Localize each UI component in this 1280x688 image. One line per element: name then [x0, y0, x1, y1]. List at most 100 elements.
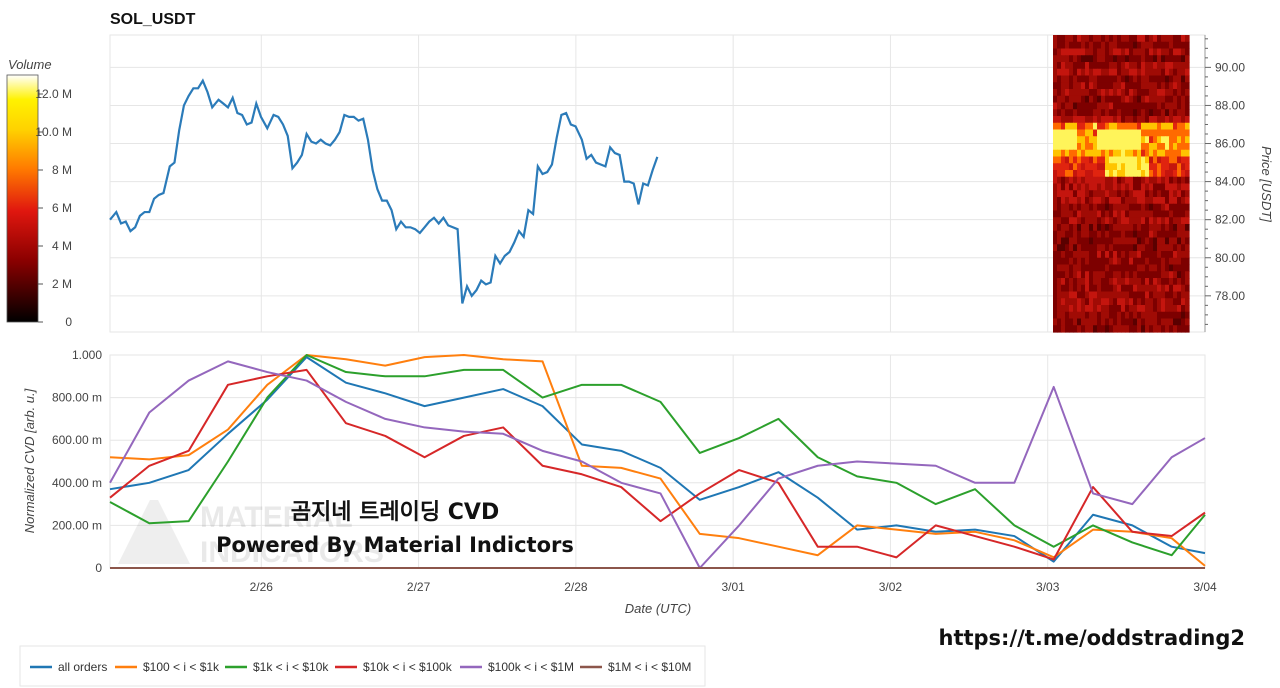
heatmap-cell — [1137, 305, 1142, 313]
heatmap-cell — [1129, 318, 1134, 326]
heatmap-cell — [1073, 136, 1078, 144]
heatmap-cell — [1185, 116, 1190, 124]
heatmap-cell — [1057, 325, 1062, 333]
heatmap-cell — [1077, 298, 1082, 306]
heatmap-cell — [1125, 143, 1130, 151]
legend-item-label[interactable]: $1M < i < $10M — [608, 660, 691, 674]
heatmap-cell — [1069, 190, 1074, 198]
heatmap-cell — [1117, 278, 1122, 286]
heatmap-cell — [1129, 136, 1134, 144]
heatmap-cell — [1161, 298, 1166, 306]
heatmap-cell — [1105, 55, 1110, 63]
heatmap-cell — [1149, 156, 1154, 164]
heatmap-cell — [1109, 298, 1114, 306]
heatmap-cell — [1165, 224, 1170, 232]
heatmap-cell — [1057, 217, 1062, 225]
heatmap-cell — [1173, 95, 1178, 104]
heatmap-cell — [1089, 224, 1094, 232]
heatmap-cell — [1057, 48, 1062, 56]
legend-item-label[interactable]: $100k < i < $1M — [488, 660, 574, 674]
heatmap-cell — [1101, 176, 1106, 185]
heatmap-cell — [1069, 122, 1074, 131]
heatmap-cell — [1069, 305, 1074, 313]
heatmap-cell — [1141, 62, 1146, 70]
heatmap-cell — [1097, 278, 1102, 286]
price-tick-label: 80.00 — [1215, 251, 1245, 265]
heatmap-cell — [1129, 271, 1134, 279]
heatmap-cell — [1149, 257, 1154, 266]
heatmap-cell — [1073, 183, 1078, 191]
heatmap-cell — [1097, 237, 1102, 245]
heatmap-cell — [1097, 298, 1102, 306]
heatmap-cell — [1173, 149, 1178, 158]
heatmap-cell — [1177, 89, 1182, 97]
heatmap-cell — [1129, 143, 1134, 151]
heatmap-cell — [1097, 230, 1102, 239]
heatmap-cell — [1101, 237, 1106, 245]
heatmap-cell — [1141, 230, 1146, 239]
heatmap-cell — [1157, 95, 1162, 104]
heatmap-cell — [1173, 176, 1178, 185]
heatmap-cell — [1133, 311, 1138, 320]
heatmap-cell — [1073, 149, 1078, 158]
heatmap-cell — [1097, 149, 1102, 158]
telegram-link[interactable]: https://t.me/oddstrading2 — [939, 626, 1246, 650]
heatmap-cell — [1089, 284, 1094, 293]
heatmap-cell — [1157, 271, 1162, 279]
heatmap-cell — [1057, 190, 1062, 198]
heatmap-cell — [1121, 176, 1126, 185]
heatmap-cell — [1177, 190, 1182, 198]
legend-item-label[interactable]: $100 < i < $1k — [143, 660, 220, 674]
heatmap-cell — [1105, 271, 1110, 279]
heatmap-cell — [1097, 318, 1102, 326]
heatmap-cell — [1065, 89, 1070, 97]
heatmap-cell — [1097, 35, 1102, 43]
legend-item-label[interactable]: $10k < i < $100k — [363, 660, 453, 674]
heatmap-cell — [1129, 75, 1134, 83]
heatmap-cell — [1141, 156, 1146, 164]
heatmap-cell — [1133, 156, 1138, 164]
heatmap-cell — [1141, 102, 1146, 110]
heatmap-cell — [1053, 62, 1058, 70]
heatmap-cell — [1153, 264, 1158, 272]
heatmap-cell — [1077, 41, 1082, 50]
heatmap-cell — [1105, 291, 1110, 299]
cvd-tick-label: 1.000 — [72, 348, 102, 362]
legend-item-label[interactable]: $1k < i < $10k — [253, 660, 329, 674]
heatmap-cell — [1121, 271, 1126, 279]
heatmap-cell — [1105, 217, 1110, 225]
heatmap-cell — [1121, 122, 1126, 131]
heatmap-cell — [1061, 244, 1066, 252]
heatmap-cell — [1077, 75, 1082, 83]
heatmap-cell — [1177, 298, 1182, 306]
heatmap-cell — [1073, 176, 1078, 185]
heatmap-cell — [1097, 251, 1102, 259]
heatmap-cell — [1137, 35, 1142, 43]
heatmap-cell — [1113, 55, 1118, 63]
heatmap-cell — [1129, 311, 1134, 320]
heatmap-cell — [1065, 143, 1070, 151]
heatmap-cell — [1085, 257, 1090, 266]
heatmap-cell — [1109, 102, 1114, 110]
heatmap-cell — [1097, 55, 1102, 63]
heatmap-cell — [1093, 244, 1098, 252]
heatmap-cell — [1089, 210, 1094, 218]
heatmap-cell — [1157, 190, 1162, 198]
heatmap-cell — [1101, 251, 1106, 259]
heatmap-cell — [1061, 318, 1066, 326]
heatmap-cell — [1165, 143, 1170, 151]
legend-item-label[interactable]: all orders — [58, 660, 107, 674]
heatmap-cell — [1161, 305, 1166, 313]
heatmap-cell — [1085, 82, 1090, 90]
heatmap-cell — [1145, 116, 1150, 124]
heatmap-cell — [1177, 170, 1182, 178]
heatmap-cell — [1169, 284, 1174, 293]
heatmap-cell — [1085, 136, 1090, 144]
heatmap-cell — [1165, 122, 1170, 131]
heatmap-cell — [1117, 183, 1122, 191]
heatmap-cell — [1177, 163, 1182, 171]
heatmap-cell — [1121, 230, 1126, 239]
heatmap-cell — [1113, 95, 1118, 104]
heatmap-cell — [1157, 62, 1162, 70]
heatmap-cell — [1105, 176, 1110, 185]
